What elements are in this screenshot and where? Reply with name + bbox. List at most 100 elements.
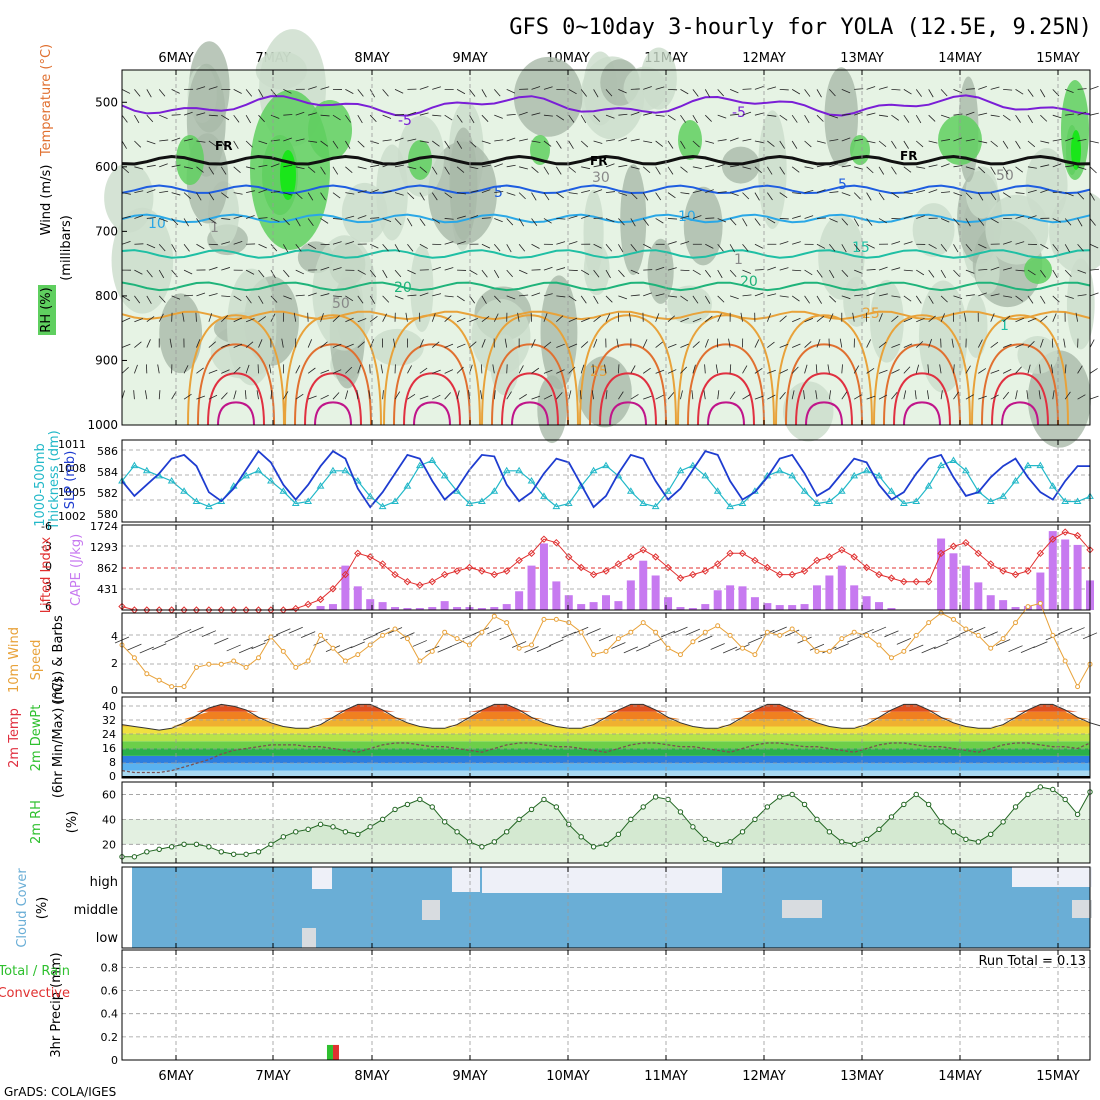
wind-unit-label: (m/s) & Barbs — [51, 615, 66, 705]
wind-barb — [1002, 343, 1012, 348]
wind-barb — [506, 192, 516, 196]
cape-bar — [1061, 539, 1070, 610]
top-day-label: 15MAY — [1036, 51, 1080, 66]
wind-barb — [841, 218, 849, 226]
wind-barb — [196, 192, 202, 201]
wind-barb — [698, 635, 713, 643]
rh-point — [330, 824, 336, 830]
rh-point — [628, 816, 634, 823]
wind-barb — [915, 364, 920, 374]
thickness-point — [527, 477, 536, 484]
wind-barb — [1065, 295, 1074, 299]
wind-barb — [804, 114, 810, 124]
wind-barb — [221, 267, 230, 271]
axis-label-part: (millibars) — [59, 215, 74, 281]
thickness-point — [602, 461, 610, 469]
wind-barb — [704, 338, 709, 348]
wind-barb — [394, 295, 404, 300]
wind-barb — [1052, 218, 1062, 223]
lifted-index-point — [912, 577, 920, 586]
wind-barb — [891, 192, 900, 198]
wind-speed-point — [665, 645, 671, 651]
wind-barb — [791, 390, 795, 400]
wind-barb — [444, 267, 454, 271]
contour-label: -5 — [732, 105, 746, 121]
wind-barb — [953, 192, 963, 197]
wind-barb — [1089, 192, 1095, 201]
wind-barb — [494, 114, 503, 119]
temperature-contour-25 — [121, 310, 1091, 321]
total-rain-label: Total / Rain — [0, 964, 70, 979]
rh-point — [541, 796, 547, 803]
lifted-index-point — [354, 549, 362, 558]
rh-point — [193, 841, 200, 848]
wind-barb — [568, 192, 578, 195]
wind-barb — [320, 166, 326, 175]
rh-point — [714, 841, 721, 848]
rh-point — [739, 829, 746, 835]
wind-barb — [568, 241, 578, 245]
wind-barb — [270, 114, 280, 119]
wind-barb — [283, 295, 292, 300]
wind-barb — [990, 293, 1000, 297]
wind-barb — [1052, 313, 1057, 322]
wind-barb — [258, 164, 268, 168]
wind-barb — [332, 295, 342, 298]
wind-barb — [636, 644, 651, 652]
cape-bar — [825, 575, 834, 610]
wind-barb — [307, 192, 314, 201]
rh-point — [913, 791, 919, 798]
wind-barb — [245, 295, 252, 304]
wind-barb — [717, 163, 727, 168]
rh-contour-region — [159, 293, 203, 374]
wind-barb — [208, 369, 218, 374]
wind-barb — [591, 390, 594, 400]
wind-barb — [1064, 269, 1072, 277]
wind-barb — [903, 166, 912, 173]
thickness-point — [651, 502, 660, 510]
wind-barb — [965, 294, 975, 297]
wind-barb — [357, 190, 367, 194]
wind-barb — [580, 295, 587, 304]
wind-barb — [121, 317, 131, 323]
wind-speed-point — [380, 632, 386, 638]
wind-barb — [940, 163, 950, 168]
wind-barb — [357, 269, 366, 275]
wind-barb — [742, 218, 748, 227]
wind-barb — [1027, 341, 1035, 348]
wind-barb — [767, 394, 776, 400]
wind-barb — [841, 364, 843, 374]
wind-speed-point — [839, 636, 845, 642]
wind-barb — [990, 266, 1000, 271]
wind-barb — [511, 641, 527, 648]
convective-bar — [332, 1044, 339, 1060]
wind-barb — [295, 166, 305, 170]
temperature-band — [122, 755, 1090, 764]
cape-bar — [999, 600, 1008, 610]
wind-barb — [891, 114, 900, 121]
wind-barb — [283, 269, 290, 278]
wind-barb — [928, 189, 938, 194]
wind-barb — [878, 394, 888, 400]
temperature-contour-20 — [121, 281, 1091, 292]
wind-barb — [903, 241, 913, 245]
wind-barb — [146, 295, 152, 304]
wind-barb — [1002, 114, 1011, 121]
wind-barb — [705, 315, 713, 323]
wind-barb — [630, 294, 640, 297]
lifted-index-point — [689, 570, 697, 579]
rh-point — [814, 816, 820, 823]
wind-barb — [941, 139, 951, 142]
wind-barb — [878, 140, 887, 147]
wind-barb — [784, 629, 800, 637]
wind-barb — [804, 89, 811, 97]
wind-barb — [1008, 645, 1023, 653]
thickness-point — [924, 482, 933, 489]
wind-barb — [171, 269, 178, 278]
cloud-gap — [782, 900, 822, 918]
slp-tick-label: 1002 — [58, 510, 86, 523]
wind-barb — [345, 343, 354, 348]
wind-barb — [667, 369, 677, 374]
thickness-point — [1011, 477, 1020, 484]
wind-barb — [146, 316, 155, 323]
